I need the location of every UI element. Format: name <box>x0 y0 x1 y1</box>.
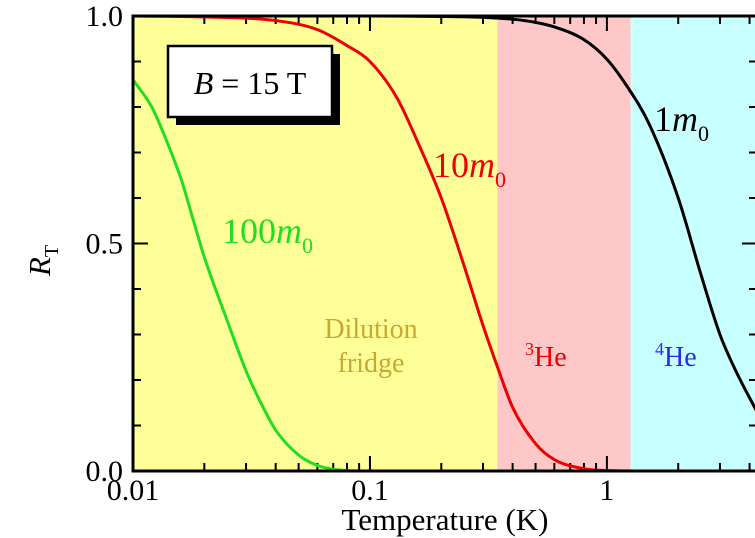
y-tick-label: 1.0 <box>86 0 124 33</box>
series-10m0-line <box>132 14 755 473</box>
y-tick-label: 0.0 <box>86 455 124 488</box>
series-label-subscript: 0 <box>698 121 709 146</box>
x-axis-title: Temperature (K) <box>342 502 549 537</box>
field-box <box>166 44 334 119</box>
field-label: B = 15 T <box>194 65 307 101</box>
x-tick-label: 0.1 <box>351 474 389 507</box>
series-label-number: 10 <box>433 145 469 185</box>
series-1m0-label: 1m0 <box>654 99 709 146</box>
y-axis-title-main: R <box>22 257 57 277</box>
y-axis-title-subscript: T <box>41 245 63 257</box>
he4-region-label: 4He <box>655 339 697 373</box>
series-label-number: 100 <box>222 211 276 251</box>
dilution-label-line1: Dilution <box>324 314 417 345</box>
region-1-band <box>497 16 631 471</box>
he3-region-label: 3He <box>525 339 567 373</box>
tick-labels: 0.01 0.1 1 0.0 0.5 1.0 <box>86 0 615 507</box>
x-tick-label: 0.01 <box>107 474 160 507</box>
series-100m0-label: 100m0 <box>222 211 313 258</box>
field-value: = 15 T <box>213 65 306 101</box>
y-tick-label: 0.5 <box>86 228 124 261</box>
dilution-label-line2: fridge <box>338 348 405 379</box>
plot-frame <box>131 14 755 473</box>
he3-superscript: 3 <box>525 339 534 359</box>
series-label-subscript: 0 <box>302 233 313 258</box>
he4-superscript: 4 <box>655 339 664 359</box>
x-tick-label: 1 <box>599 474 614 507</box>
series-10m0-label: 10m0 <box>433 145 506 192</box>
series-label-variable: m <box>276 211 302 251</box>
y-axis-title: RT <box>22 245 63 277</box>
series-label-number: 1 <box>654 99 672 139</box>
field-variable: B <box>194 65 214 101</box>
he3-main-text: He <box>534 342 567 373</box>
he4-main-text: He <box>664 342 697 373</box>
dilution-fridge-label: Dilution fridge <box>324 314 417 379</box>
series-label-variable: m <box>469 145 495 185</box>
series-label-subscript: 0 <box>495 167 506 192</box>
series-label-variable: m <box>672 99 698 139</box>
